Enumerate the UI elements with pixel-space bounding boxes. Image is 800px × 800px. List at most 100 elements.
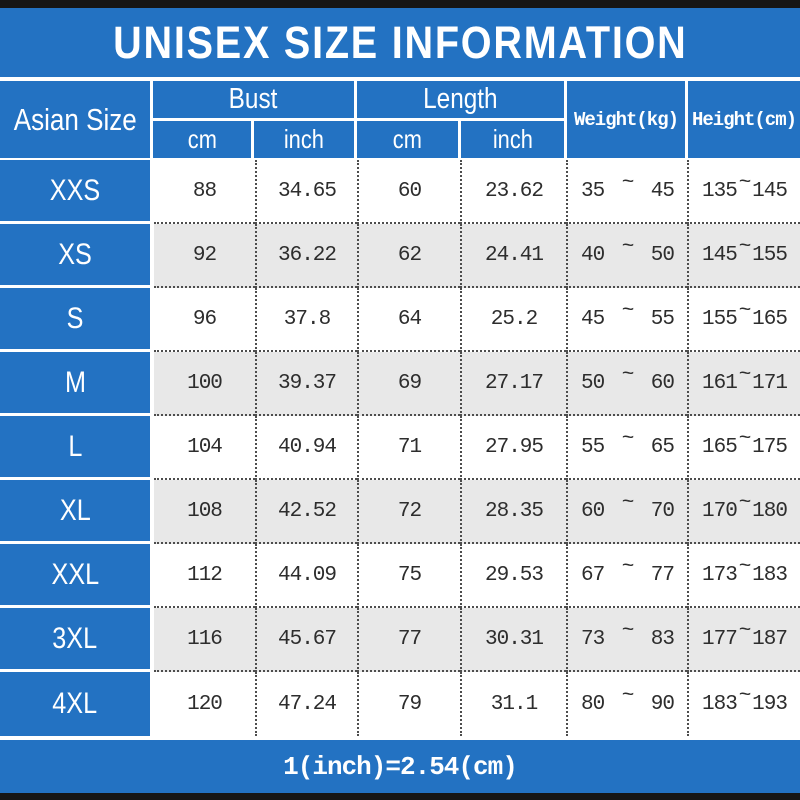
tilde-glyph: ~ [621,555,635,579]
weight-cell: 67 ~77 [566,544,687,608]
separator-line [0,158,800,160]
tilde-glyph: ~ [738,363,752,387]
height-cell: 145 ~155 [687,224,800,288]
size-cell: 4XL [0,672,154,736]
table-row-xs: XS 92 36.22 62 24.41 40 ~50 145 ~155 [0,224,800,288]
tilde-glyph: ~ [738,427,752,451]
length-inch-cell: 28.35 [460,480,566,544]
header-weight: Weight(kg) [567,81,685,158]
bust-inch-cell: 37.8 [255,288,357,352]
length-inch-cell: 27.95 [460,416,566,480]
tilde-glyph: ~ [738,299,752,323]
height-cell: 183 ~193 [687,672,800,736]
length-cm-cell: 64 [357,288,460,352]
length-cm-cell: 71 [357,416,460,480]
bust-cm-cell: 104 [154,416,255,480]
weight-cell: 40 ~50 [566,224,687,288]
length-cm-cell: 79 [357,672,460,736]
header-bust-cm: cm [153,121,251,158]
header-length-inch: inch [461,121,564,158]
size-cell: 3XL [0,608,154,672]
bust-inch-cell: 47.24 [255,672,357,736]
header-asian-size: Asian Size [0,81,150,158]
size-label: M [64,365,86,399]
weight-cell: 80 ~90 [566,672,687,736]
bust-cm-cell: 120 [154,672,255,736]
weight-cell: 55 ~65 [566,416,687,480]
bust-inch-cell: 42.52 [255,480,357,544]
height-cell: 165 ~175 [687,416,800,480]
tilde-glyph: ~ [621,363,635,387]
separator-line [0,77,800,81]
table-row-xl: XL 108 42.52 72 28.35 60 ~70 170 ~180 [0,480,800,544]
page-title: UNISEX SIZE INFORMATION [112,16,688,68]
tilde-glyph: ~ [738,491,752,515]
weight-cell: 73 ~83 [566,608,687,672]
length-cm-cell: 62 [357,224,460,288]
weight-cell: 50 ~60 [566,352,687,416]
size-cell: XL [0,480,154,544]
size-cell: XS [0,224,154,288]
table-row-l: L 104 40.94 71 27.95 55 ~65 165 ~175 [0,416,800,480]
weight-cell: 60 ~70 [566,480,687,544]
size-cell: S [0,288,154,352]
tilde-glyph: ~ [738,555,752,579]
length-inch-cell: 31.1 [460,672,566,736]
header-bust-inch: inch [254,121,354,158]
weight-cell: 45 ~55 [566,288,687,352]
tilde-glyph: ~ [738,235,752,259]
weight-cell: 35 ~45 [566,160,687,224]
tilde-glyph: ~ [621,427,635,451]
tilde-glyph: ~ [621,171,635,195]
height-cell: 155 ~165 [687,288,800,352]
height-cell: 170 ~180 [687,480,800,544]
title-band: UNISEX SIZE INFORMATION [0,8,800,77]
size-label: XXL [51,557,99,591]
size-label: S [66,301,84,335]
tilde-glyph: ~ [621,491,635,515]
bust-cm-cell: 116 [154,608,255,672]
bust-cm-cell: 100 [154,352,255,416]
table-header: Asian Size Bust Length Weight(kg) Height… [0,81,800,158]
bust-inch-cell: 44.09 [255,544,357,608]
length-inch-cell: 24.41 [460,224,566,288]
conversion-note: 1(inch)=2.54(cm) [283,751,518,782]
bust-cm-cell: 108 [154,480,255,544]
bust-inch-cell: 40.94 [255,416,357,480]
length-inch-cell: 30.31 [460,608,566,672]
table-row-xxl: XXL 112 44.09 75 29.53 67 ~77 173 ~183 [0,544,800,608]
bust-cm-cell: 96 [154,288,255,352]
tilde-glyph: ~ [621,299,635,323]
height-cell: 161 ~171 [687,352,800,416]
size-chart-table: XXS 88 34.65 60 23.62 35 ~45 135 ~145 XS 9… [0,160,800,736]
length-cm-cell: 60 [357,160,460,224]
size-label: 3XL [52,621,98,655]
size-cell: L [0,416,154,480]
bust-inch-cell: 45.67 [255,608,357,672]
tilde-glyph: ~ [621,684,635,708]
bust-inch-cell: 36.22 [255,224,357,288]
size-label: XL [59,493,91,527]
top-black-bar [0,0,800,8]
size-label: XXS [49,173,101,207]
header-bust-group: Bust [153,81,354,118]
tilde-glyph: ~ [621,235,635,259]
footer-band: 1(inch)=2.54(cm) [0,740,800,793]
size-cell: M [0,352,154,416]
length-cm-cell: 69 [357,352,460,416]
tilde-glyph: ~ [621,619,635,643]
table-row-xxs: XXS 88 34.65 60 23.62 35 ~45 135 ~145 [0,160,800,224]
length-cm-cell: 75 [357,544,460,608]
length-cm-cell: 72 [357,480,460,544]
length-cm-cell: 77 [357,608,460,672]
tilde-glyph: ~ [738,684,752,708]
table-row-s: S 96 37.8 64 25.2 45 ~55 155 ~165 [0,288,800,352]
table-row-m: M 100 39.37 69 27.17 50 ~60 161 ~171 [0,352,800,416]
bust-cm-cell: 112 [154,544,255,608]
bust-cm-cell: 88 [154,160,255,224]
tilde-glyph: ~ [738,619,752,643]
size-cell: XXS [0,160,154,224]
height-cell: 135 ~145 [687,160,800,224]
size-label: L [67,429,83,463]
height-cell: 177 ~187 [687,608,800,672]
